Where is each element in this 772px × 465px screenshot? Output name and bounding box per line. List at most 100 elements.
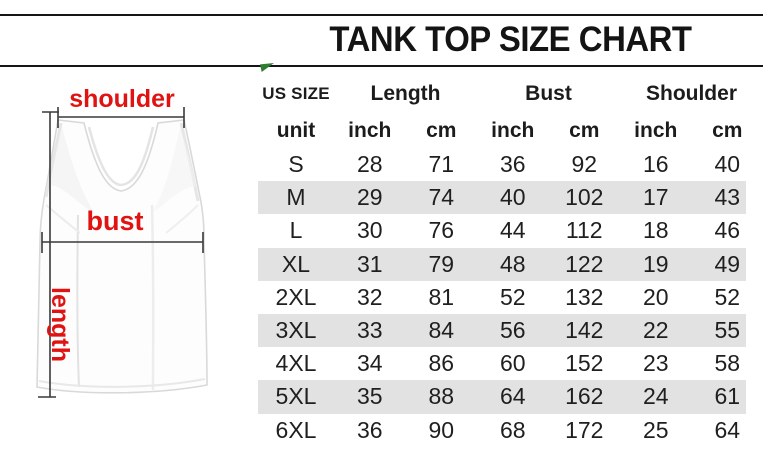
armhole-ribbing-left	[44, 122, 63, 198]
table-row: 3XL 33 84 56 142 22 55	[258, 313, 763, 348]
size-table: US SIZE Length Bust Shoulder unit inch c…	[258, 75, 763, 447]
value-cell: 68	[499, 416, 526, 443]
value-cell: 84	[428, 317, 455, 344]
value-cell: 112	[565, 217, 603, 244]
size-cell: XL	[281, 250, 311, 277]
unit-header: unit	[276, 118, 316, 142]
value-cell: 76	[428, 217, 455, 244]
value-cell: 48	[499, 250, 526, 277]
value-cell: 86	[428, 350, 455, 377]
value-cell: 74	[428, 184, 455, 211]
table-row: L 30 76 44 112 18 46	[258, 214, 763, 247]
value-cell: 172	[565, 416, 604, 443]
value-cell: 18	[642, 217, 669, 244]
value-cell: 61	[714, 383, 741, 410]
value-cell: 162	[565, 383, 604, 410]
bust-group-header: Bust	[525, 82, 572, 105]
value-cell: 52	[714, 283, 741, 310]
fabric-crease	[76, 214, 80, 388]
value-cell: 79	[428, 250, 455, 277]
table-row: XL 31 79 48 122 19 49	[258, 247, 763, 281]
table-body: S 28 71 36 92 16 40 M 29 74 40 102 17 43 L 30 76 44 112 18 4…	[258, 148, 763, 447]
measurement-lines	[38, 107, 204, 398]
value-cell: 34	[356, 350, 383, 377]
value-cell: 49	[714, 250, 741, 277]
value-cell: 132	[565, 283, 604, 310]
unit-col-header: inch	[634, 118, 678, 142]
value-cell: 35	[356, 383, 383, 410]
value-cell: 31	[356, 250, 383, 277]
value-cell: 58	[714, 350, 741, 377]
value-cell: 23	[642, 350, 669, 377]
length-group-header: Length	[370, 82, 441, 105]
fabric-crease	[150, 204, 155, 391]
value-cell: 64	[714, 416, 741, 443]
value-cell: 19	[642, 250, 669, 277]
unit-col-header: inch	[491, 118, 535, 142]
value-cell: 56	[499, 317, 526, 344]
value-cell: 36	[499, 151, 526, 178]
us-size-header: US SIZE	[262, 84, 330, 103]
table-row: 2XL 32 81 52 132 20 52	[258, 281, 763, 314]
value-cell: 152	[565, 350, 604, 377]
value-cell: 24	[642, 383, 669, 410]
value-cell: 102	[565, 184, 604, 211]
value-cell: 16	[642, 151, 669, 178]
size-cell: 5XL	[275, 383, 317, 410]
tank-top-diagram: shoulder bust length	[0, 65, 258, 465]
value-cell: 33	[356, 317, 383, 344]
page-title: TANK TOP SIZE CHART	[329, 20, 692, 59]
shoulder-group-header: Shoulder	[645, 82, 737, 105]
value-cell: 32	[356, 283, 383, 310]
size-cell: L	[289, 217, 303, 244]
value-cell: 90	[428, 416, 455, 443]
unit-col-header: cm	[712, 118, 743, 142]
table-unit-row: unit inch cm inch cm inch cm	[258, 112, 763, 148]
value-cell: 55	[714, 317, 741, 344]
title-divider	[0, 65, 763, 67]
value-cell: 71	[428, 151, 455, 178]
value-cell: 43	[714, 184, 741, 211]
value-cell: 22	[642, 317, 669, 344]
value-cell: 40	[499, 184, 526, 211]
size-cell: 6XL	[275, 416, 317, 443]
value-cell: 40	[714, 151, 741, 178]
unit-col-header: cm	[569, 118, 600, 142]
value-cell: 36	[356, 416, 383, 443]
value-cell: 52	[499, 283, 526, 310]
value-cell: 92	[571, 151, 598, 178]
value-cell: 20	[642, 283, 669, 310]
table-row: 4XL 34 86 60 152 23 58	[258, 347, 763, 380]
value-cell: 122	[565, 250, 604, 277]
tank-top-illustration	[36, 107, 208, 398]
value-cell: 17	[642, 184, 669, 211]
value-cell: 64	[499, 383, 526, 410]
size-cell: S	[288, 151, 304, 178]
value-cell: 81	[428, 283, 455, 310]
table-row: S 28 71 36 92 16 40	[258, 148, 763, 181]
strap-shading-left	[50, 127, 96, 215]
value-cell: 46	[714, 217, 741, 244]
value-cell: 142	[565, 317, 604, 344]
size-cell: 2XL	[275, 283, 317, 310]
unit-col-header: inch	[348, 118, 392, 142]
value-cell: 30	[356, 217, 383, 244]
size-cell: M	[286, 184, 306, 211]
bust-label: bust	[86, 206, 144, 236]
length-label: length	[46, 286, 74, 362]
shoulder-label: shoulder	[69, 85, 175, 113]
green-arrow-icon	[260, 63, 274, 72]
table-row: M 29 74 40 102 17 43	[258, 181, 763, 215]
value-cell: 28	[356, 151, 383, 178]
size-cell: 4XL	[275, 350, 317, 377]
value-cell: 60	[499, 350, 526, 377]
table-group-header-row: US SIZE Length Bust Shoulder	[258, 75, 763, 112]
bottom-hem	[38, 378, 206, 388]
value-cell: 25	[642, 416, 669, 443]
value-cell: 88	[428, 383, 455, 410]
value-cell: 29	[356, 184, 383, 211]
neck-ribbing	[87, 126, 155, 187]
fabric-crease	[165, 204, 199, 234]
size-cell: 3XL	[275, 317, 317, 344]
